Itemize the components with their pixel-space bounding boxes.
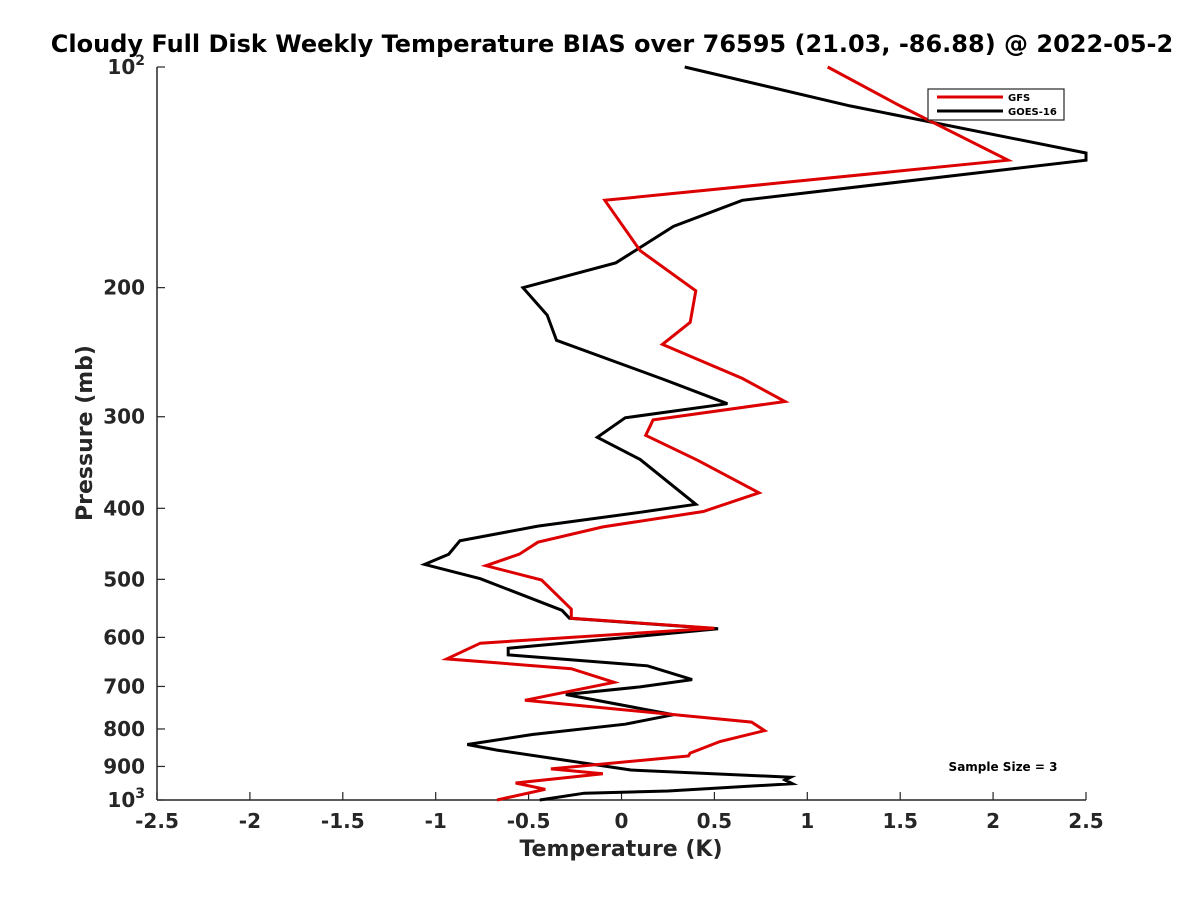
legend-label: GFS: [1008, 93, 1030, 104]
x-tick-label: -2: [239, 809, 261, 833]
legend-label: GOES-16: [1008, 107, 1057, 118]
sample-size-annotation: Sample Size = 3: [949, 760, 1058, 774]
plot-lines: [419, 65, 1088, 802]
x-tick-label: 1.5: [882, 809, 917, 833]
y-axis-label: Pressure (mb): [73, 345, 98, 521]
y-tick-label: 103: [107, 786, 145, 812]
y-tick-label: 700: [103, 674, 145, 698]
x-tick-label: -0.5: [507, 809, 551, 833]
x-tick-label: 0.5: [697, 809, 732, 833]
x-tick-label: 2.5: [1068, 809, 1103, 833]
y-tick-label: 200: [103, 276, 145, 300]
x-tick-label: 1: [800, 809, 814, 833]
y-tick-label: 400: [103, 496, 145, 520]
y-tick-label: 102: [107, 53, 145, 79]
y-tick-label: 900: [103, 754, 145, 778]
x-tick-label: -1: [425, 809, 447, 833]
y-tick-label: 800: [103, 717, 145, 741]
series-line-gfs: [441, 65, 1014, 802]
x-tick-label: 2: [986, 809, 1000, 833]
x-tick-label: 0: [615, 809, 629, 833]
series-line-goes-16: [419, 65, 1088, 802]
legend: GFS GOES-16: [927, 88, 1065, 121]
x-tick-label: -1.5: [321, 809, 365, 833]
chart-title: Cloudy Full Disk Weekly Temperature BIAS…: [51, 30, 1173, 58]
x-tick-label: -2.5: [135, 809, 179, 833]
y-tick-label: 300: [103, 405, 145, 429]
y-tick-label: 600: [103, 625, 145, 649]
axes: -2.5 -2 -1.5 -1 -0.5 0 0.5 1 1.5 2 2.5 102 200 300 400…: [103, 53, 1103, 833]
y-tick-label: 500: [103, 567, 145, 591]
legend-box: [927, 88, 1065, 121]
x-axis-label: Temperature (K): [519, 837, 722, 862]
